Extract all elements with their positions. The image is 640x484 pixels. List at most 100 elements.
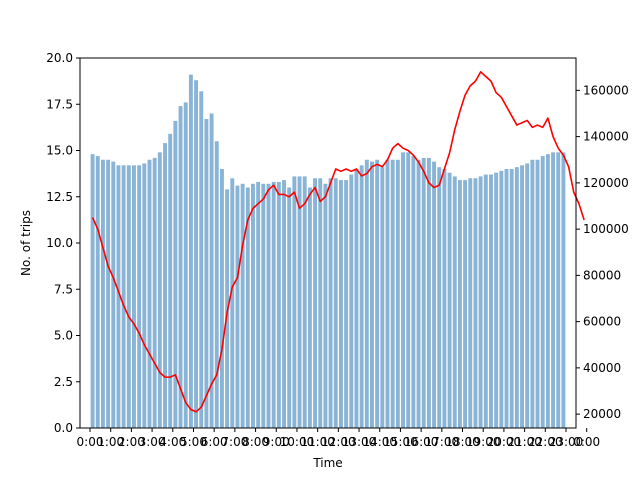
bar bbox=[432, 161, 437, 428]
bar bbox=[121, 165, 126, 429]
y2-tick-label: 40000 bbox=[583, 361, 621, 375]
bar bbox=[297, 176, 302, 428]
trips-line bbox=[91, 71, 585, 413]
bar bbox=[188, 74, 193, 429]
bar bbox=[494, 172, 499, 428]
bar bbox=[499, 170, 504, 428]
y-tick-label: 15.0 bbox=[46, 144, 73, 158]
bar bbox=[530, 159, 535, 428]
bar bbox=[323, 183, 328, 428]
x-tick-label: 3:00 bbox=[139, 435, 166, 449]
bar bbox=[235, 185, 240, 428]
bar bbox=[551, 152, 556, 428]
x-tick-label: 13:00 bbox=[342, 435, 377, 449]
bar bbox=[535, 159, 540, 428]
y2-tick-label: 160000 bbox=[583, 83, 629, 97]
x-tick-label: 22:00 bbox=[528, 435, 563, 449]
bar bbox=[525, 163, 530, 428]
x-tick-label: 9:00 bbox=[263, 435, 290, 449]
bar bbox=[240, 183, 245, 428]
bar bbox=[416, 159, 421, 428]
y-axis-label: No. of trips bbox=[19, 210, 33, 276]
x-tick-label: 0:00 bbox=[77, 435, 104, 449]
bar bbox=[489, 174, 493, 428]
bar bbox=[313, 178, 318, 428]
bar bbox=[261, 183, 266, 428]
bar bbox=[509, 169, 514, 428]
bar bbox=[370, 161, 374, 428]
bar bbox=[147, 159, 152, 428]
y2-tick-label: 60000 bbox=[583, 315, 621, 329]
bar bbox=[520, 165, 524, 429]
x-tick-label: 20:00 bbox=[487, 435, 522, 449]
bar bbox=[100, 159, 105, 428]
x-axis-label: Time bbox=[312, 456, 342, 470]
bar bbox=[276, 181, 281, 428]
line-layer bbox=[91, 71, 585, 413]
bar bbox=[406, 152, 411, 428]
x-tick-label: 17:00 bbox=[425, 435, 460, 449]
bar bbox=[173, 120, 178, 429]
y2-tick-label: 100000 bbox=[583, 222, 629, 236]
bar bbox=[421, 157, 426, 428]
y-axis-right: 20000 40000 60000 80000 100000 120000 140000 16… bbox=[576, 83, 629, 421]
bar bbox=[354, 169, 359, 428]
y-tick-label: 10.0 bbox=[46, 236, 73, 250]
x-tick-label: 18:00 bbox=[445, 435, 480, 449]
bar bbox=[514, 167, 519, 428]
bar bbox=[302, 176, 307, 428]
bar bbox=[545, 154, 550, 428]
bar bbox=[163, 143, 167, 428]
bar bbox=[478, 176, 483, 428]
bar bbox=[328, 178, 333, 428]
x-tick-label: 8:00 bbox=[242, 435, 269, 449]
x-tick-label: 1:00 bbox=[97, 435, 124, 449]
bar bbox=[251, 183, 255, 428]
bar bbox=[95, 156, 100, 429]
bar bbox=[411, 156, 416, 429]
bars-layer bbox=[90, 74, 566, 429]
bar bbox=[385, 159, 390, 428]
bar bbox=[168, 133, 173, 428]
bar bbox=[364, 159, 369, 428]
x-tick-label: 0:00 bbox=[573, 435, 600, 449]
x-tick-label: 5:00 bbox=[180, 435, 207, 449]
bar bbox=[106, 159, 111, 428]
bar bbox=[463, 180, 468, 428]
bar bbox=[111, 161, 116, 428]
bar bbox=[116, 165, 121, 429]
x-tick-label: 7:00 bbox=[221, 435, 248, 449]
y-tick-label: 17.5 bbox=[46, 97, 73, 111]
bar bbox=[214, 141, 219, 428]
x-tick-label: 21:00 bbox=[507, 435, 542, 449]
y-tick-label: 2.5 bbox=[54, 375, 73, 389]
bar bbox=[561, 152, 566, 428]
y2-tick-label: 140000 bbox=[583, 130, 629, 144]
bar bbox=[292, 176, 297, 428]
bar bbox=[349, 174, 354, 428]
x-tick-label: 19:00 bbox=[466, 435, 501, 449]
x-tick-label: 23:00 bbox=[549, 435, 584, 449]
bar bbox=[282, 180, 286, 428]
bar bbox=[447, 172, 452, 428]
x-tick-label: 2:00 bbox=[118, 435, 145, 449]
bar bbox=[157, 152, 162, 428]
bar bbox=[483, 174, 488, 428]
bar bbox=[230, 178, 235, 428]
x-tick-label: 14:00 bbox=[362, 435, 397, 449]
bar bbox=[199, 91, 204, 429]
bar bbox=[457, 180, 462, 428]
bar bbox=[556, 152, 561, 428]
bar bbox=[287, 187, 292, 428]
bar bbox=[390, 159, 395, 428]
y-tick-label: 12.5 bbox=[46, 190, 73, 204]
bar bbox=[380, 167, 385, 428]
bar bbox=[204, 119, 209, 429]
bar bbox=[333, 178, 338, 428]
bar bbox=[209, 113, 214, 428]
y-tick-label: 0.0 bbox=[54, 421, 73, 435]
bar bbox=[137, 165, 142, 429]
bar bbox=[178, 106, 183, 428]
bar bbox=[540, 156, 545, 429]
